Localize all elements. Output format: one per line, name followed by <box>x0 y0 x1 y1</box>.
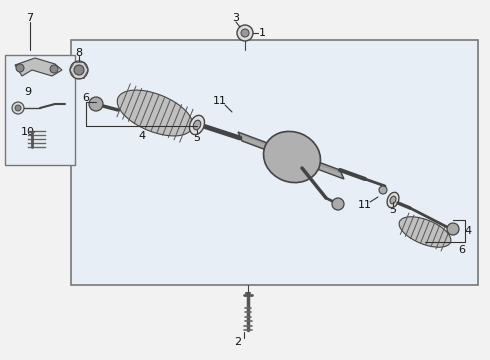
Circle shape <box>379 186 387 194</box>
Text: 5: 5 <box>390 205 396 215</box>
Bar <box>5 55 75 165</box>
Text: 5: 5 <box>194 133 200 143</box>
Polygon shape <box>15 58 62 76</box>
Bar <box>71 40 478 285</box>
Text: 6: 6 <box>82 93 90 103</box>
Text: 4: 4 <box>465 226 471 236</box>
Text: 11: 11 <box>213 96 227 106</box>
Circle shape <box>332 198 344 210</box>
Ellipse shape <box>390 196 396 204</box>
Text: 11: 11 <box>358 200 372 210</box>
Circle shape <box>16 64 24 72</box>
Ellipse shape <box>387 192 399 208</box>
Text: 10: 10 <box>21 127 35 137</box>
Circle shape <box>50 65 58 73</box>
Circle shape <box>447 223 459 235</box>
Circle shape <box>89 97 103 111</box>
Circle shape <box>241 29 249 37</box>
Ellipse shape <box>117 90 193 136</box>
Text: 9: 9 <box>24 87 31 97</box>
Circle shape <box>15 105 21 111</box>
Circle shape <box>12 102 24 114</box>
Text: 2: 2 <box>234 337 242 347</box>
Circle shape <box>74 65 84 75</box>
Ellipse shape <box>399 217 451 247</box>
Ellipse shape <box>190 115 204 135</box>
Polygon shape <box>240 135 341 177</box>
Ellipse shape <box>264 131 320 183</box>
Text: 4: 4 <box>139 131 146 141</box>
Text: 3: 3 <box>232 13 240 23</box>
Circle shape <box>237 25 253 41</box>
Polygon shape <box>238 132 344 179</box>
Text: 7: 7 <box>26 13 33 23</box>
Text: 1: 1 <box>259 28 266 38</box>
Text: 6: 6 <box>459 245 466 255</box>
Text: 8: 8 <box>75 48 82 58</box>
Circle shape <box>70 61 88 79</box>
Ellipse shape <box>193 120 201 130</box>
